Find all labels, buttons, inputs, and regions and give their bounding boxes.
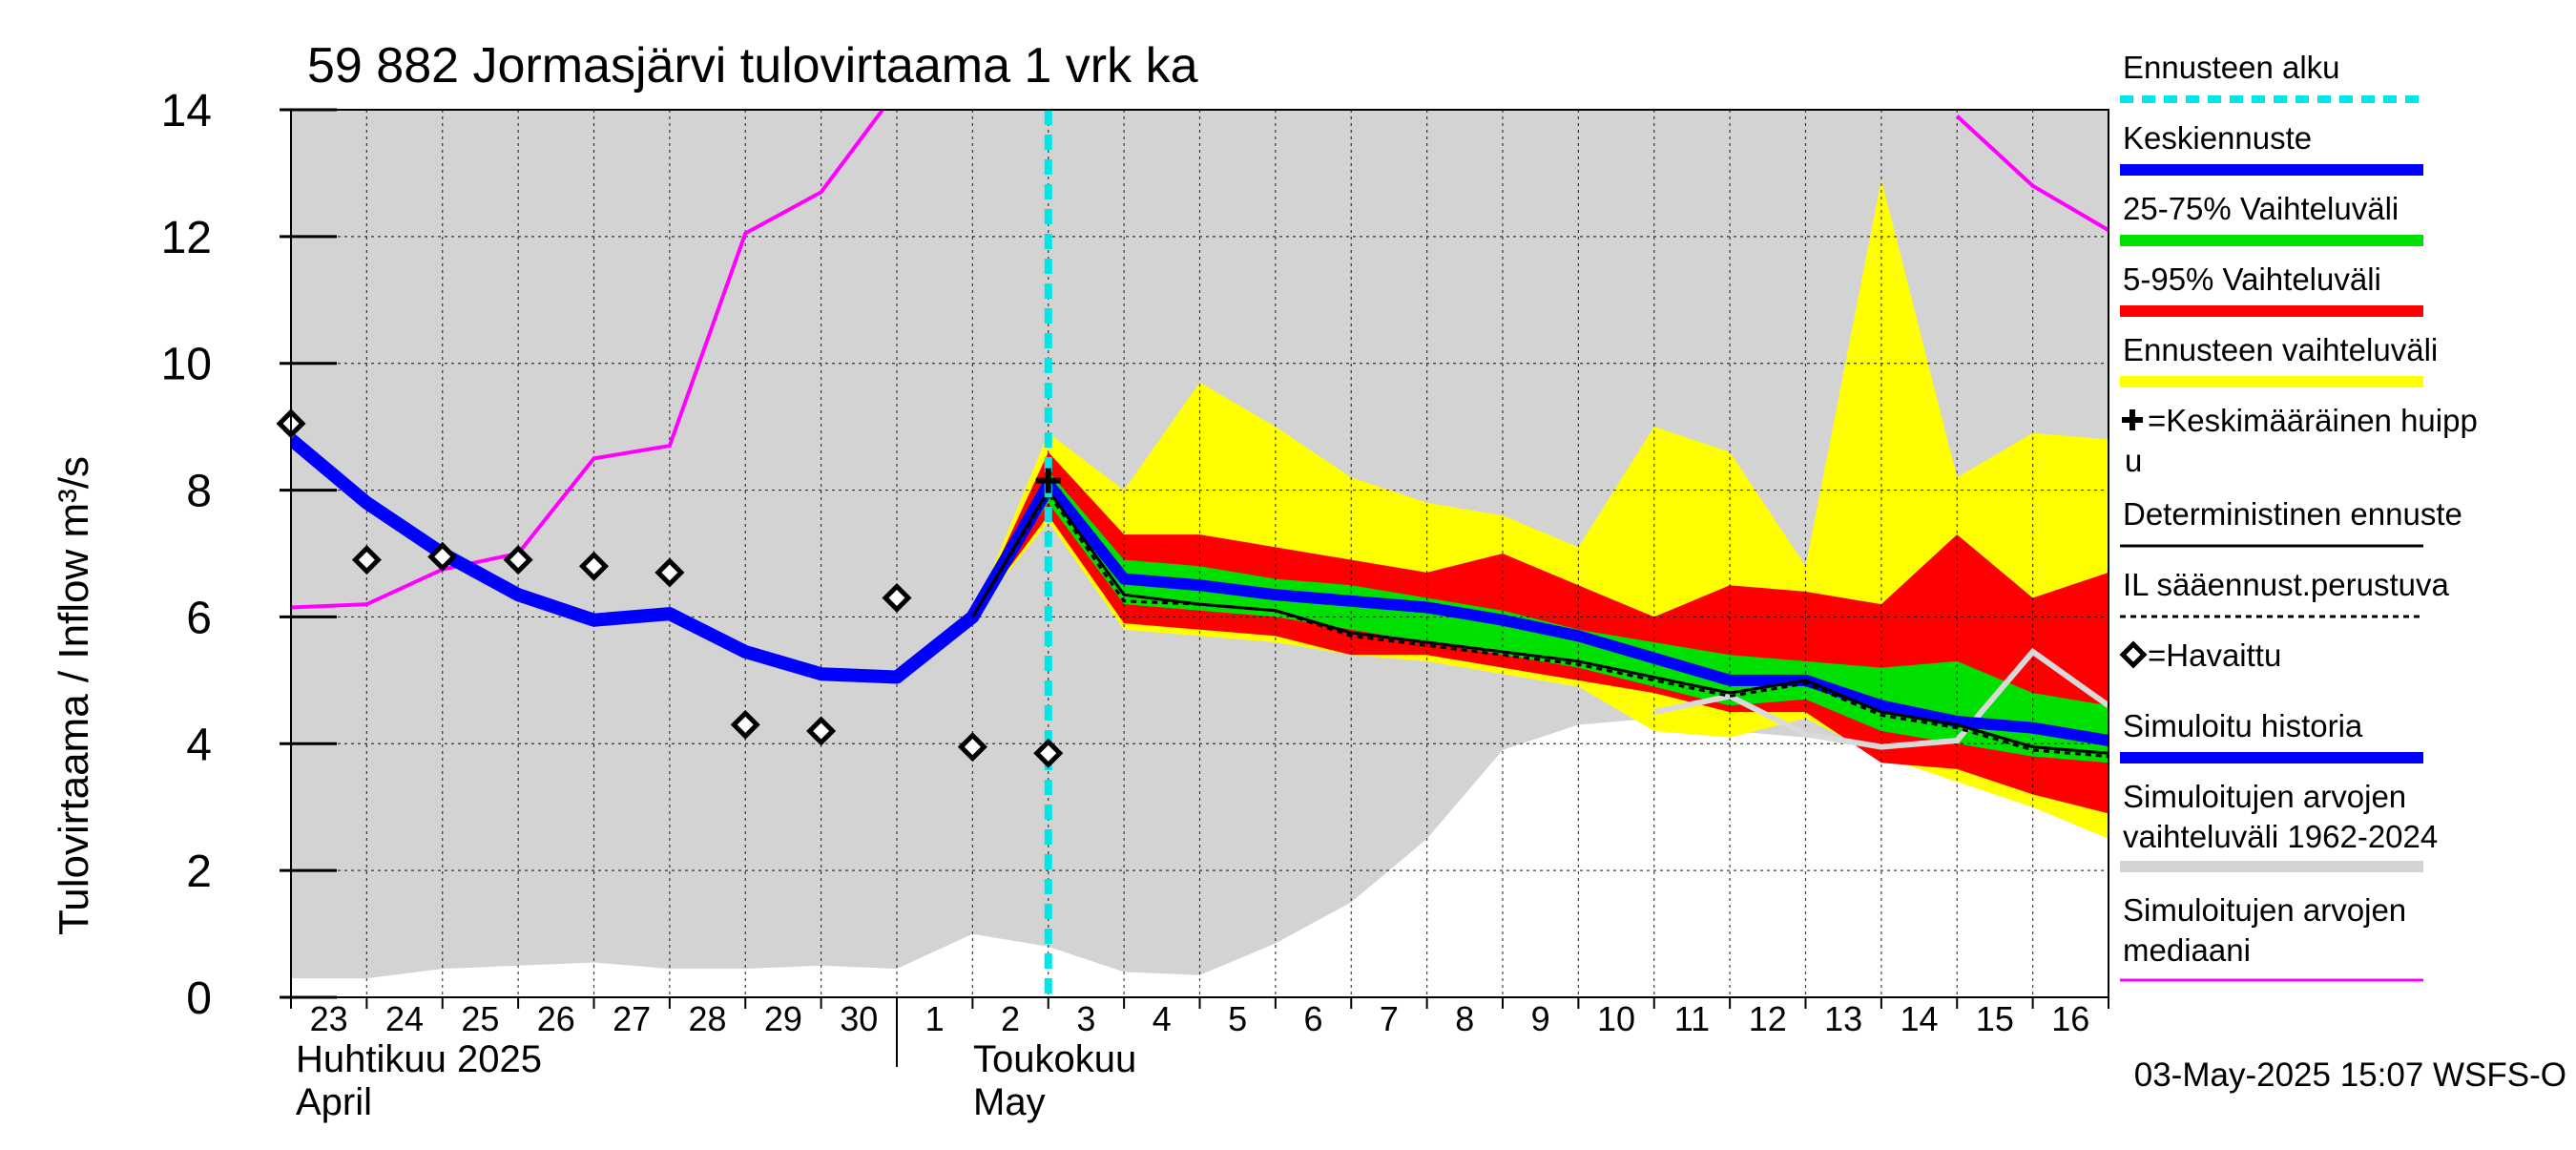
- legend-label: Simuloitujen arvojen: [2123, 779, 2406, 814]
- x-day-label: 8: [1455, 999, 1474, 1038]
- observed-point: [1033, 738, 1064, 768]
- x-day-label: 23: [310, 999, 348, 1038]
- x-day-label: 30: [840, 999, 878, 1038]
- legend-label-line2: u: [2125, 443, 2142, 478]
- y-tick-label: 10: [161, 340, 212, 390]
- x-day-label: 28: [689, 999, 727, 1038]
- legend-label: Keskiennuste: [2123, 120, 2312, 156]
- x-day-label: 5: [1228, 999, 1247, 1038]
- x-day-label: 24: [385, 999, 424, 1038]
- light-grey-line: [1653, 647, 2109, 750]
- y-tick-label: 2: [186, 847, 212, 897]
- legend-label: Deterministinen ennuste: [2123, 496, 2462, 532]
- x-day-label: 4: [1153, 999, 1172, 1038]
- x-day-label: 16: [2051, 999, 2089, 1038]
- timestamp: 03-May-2025 15:07 WSFS-O: [2134, 1056, 2566, 1094]
- chart-title: 59 882 Jormasjärvi tulovirtaama 1 vrk ka: [307, 38, 1198, 94]
- month-label-may-en: May: [973, 1081, 1046, 1123]
- month-label-may-fi: Toukokuu: [973, 1038, 1136, 1080]
- x-day-label: 1: [925, 999, 945, 1038]
- legend-label: Ennusteen alku: [2123, 50, 2340, 85]
- legend-label: Simuloitujen arvojen: [2123, 892, 2406, 928]
- x-day-label: 13: [1824, 999, 1862, 1038]
- plot-marks: [276, 110, 2109, 997]
- y-tick-label: 0: [186, 973, 212, 1024]
- y-axis-label: Tulovirtaama / Inflow m³/s: [51, 456, 97, 935]
- x-day-label: 3: [1076, 999, 1095, 1038]
- x-day-label: 26: [537, 999, 575, 1038]
- simulated-history-line: [291, 434, 1054, 684]
- x-day-label: 25: [461, 999, 499, 1038]
- mean-forecast-line: [967, 477, 2109, 746]
- observed-point: [957, 732, 987, 763]
- x-day-label: 7: [1380, 999, 1399, 1038]
- observed-point: [730, 709, 760, 740]
- month-label-april-en: April: [296, 1081, 372, 1123]
- x-day-label: 10: [1597, 999, 1635, 1038]
- y-tick-label: 6: [186, 593, 212, 643]
- observed-point: [351, 545, 382, 575]
- legend-label: Ennusteen vaihteluväli: [2123, 332, 2438, 367]
- x-day-label: 27: [613, 999, 651, 1038]
- y-tick-label: 14: [161, 86, 212, 136]
- median-line: [1955, 115, 2109, 232]
- y-axis: 0 2 4 6 8 10 12 14: [161, 86, 337, 1024]
- observed-point: [654, 557, 685, 588]
- legend-label-line2: mediaani: [2123, 932, 2251, 968]
- legend-label: =Keskimääräinen huipp: [2148, 403, 2478, 438]
- legend-label: 5-95% Vaihteluväli: [2123, 261, 2381, 297]
- y-tick-label: 12: [161, 213, 212, 263]
- x-day-label: 6: [1304, 999, 1323, 1038]
- legend-label: =Havaittu: [2148, 638, 2281, 673]
- observed-point: [503, 545, 533, 575]
- x-day-label: 11: [1674, 999, 1710, 1038]
- legend-label: IL sääennust.perustuva: [2123, 567, 2449, 602]
- x-day-label: 14: [1901, 999, 1939, 1038]
- legend-label: Simuloitu historia: [2123, 708, 2363, 743]
- x-day-label: 15: [1976, 999, 2014, 1038]
- x-day-label: 29: [764, 999, 802, 1038]
- observed-point: [806, 716, 837, 746]
- x-day-label: 9: [1531, 999, 1550, 1038]
- median-line: [291, 110, 885, 610]
- deterministic-forecast-line: [971, 487, 2109, 755]
- observed-point: [427, 541, 458, 572]
- x-day-label: 2: [1001, 999, 1020, 1038]
- x-axis: 23 24 25 26 27 28 29 30 1 2 3 4 5 6 7 8 9 10 11 12 13 14 15 16: [290, 997, 2109, 1067]
- observed-point: [882, 582, 912, 614]
- observed-point: [578, 551, 610, 581]
- legend-label: 25-75% Vaihteluväli: [2123, 191, 2399, 226]
- legend-label-line2: vaihteluväli 1962-2024: [2123, 819, 2438, 854]
- month-label-april-fi: Huhtikuu 2025: [296, 1038, 542, 1080]
- y-tick-label: 4: [186, 720, 212, 770]
- legend-swatch: [2119, 640, 2148, 669]
- clipped-lines: [291, 110, 2109, 759]
- y-tick-label: 8: [186, 467, 212, 517]
- legend: Ennusteen alku Keskiennuste 25-75% Vaihtel…: [2119, 50, 2478, 982]
- x-day-label: 12: [1749, 999, 1787, 1038]
